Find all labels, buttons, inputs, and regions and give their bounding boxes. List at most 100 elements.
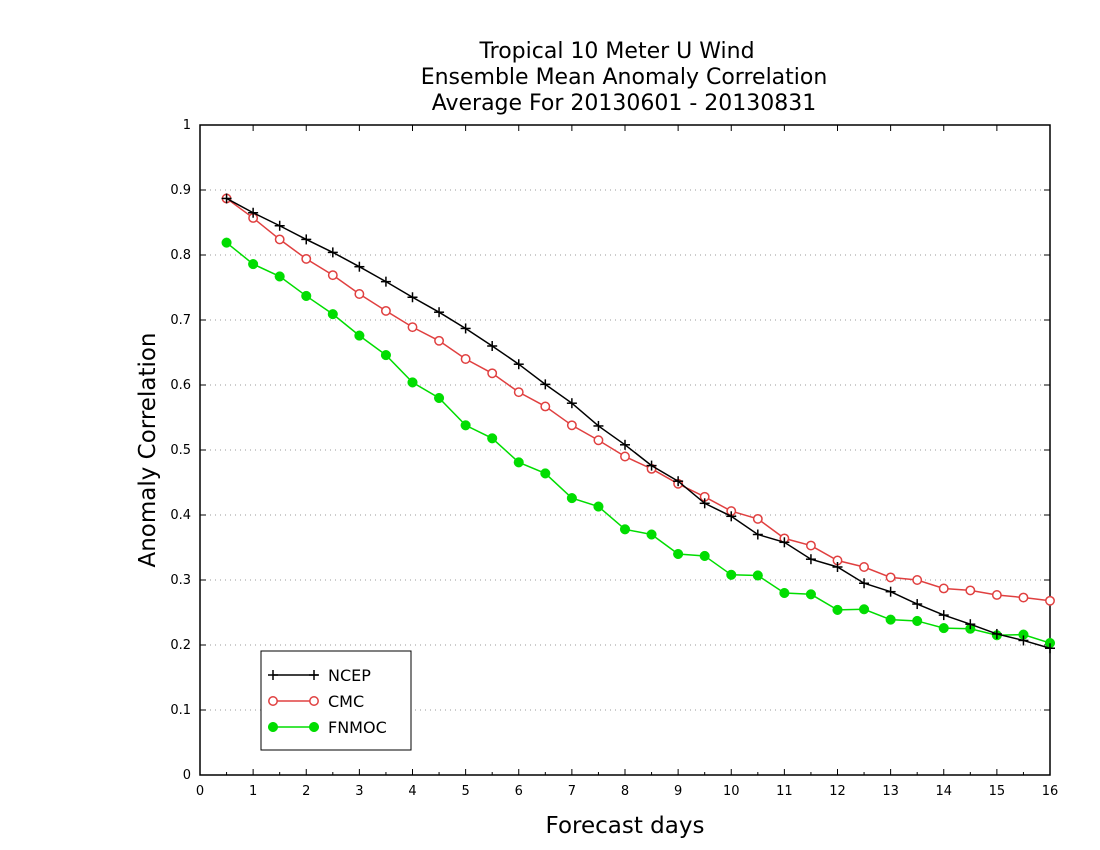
point-fnmoc <box>699 550 710 562</box>
point-ncep <box>513 359 524 370</box>
point-cmc <box>354 289 365 299</box>
point-cmc <box>885 572 896 583</box>
x-tick-label: 14 <box>935 784 952 799</box>
legend-label: CMC <box>328 692 364 711</box>
y-axis: 0 0.1 0.2 0.3 0.4 0.5 0.6 0.7 0.8 0.9 1 <box>170 118 1050 783</box>
y-tick-label: 0.5 <box>170 443 191 458</box>
point-cmc <box>327 270 338 281</box>
y-axis-label: Anomaly Correlation <box>135 332 161 567</box>
point-cmc <box>566 420 577 431</box>
y-tick-label: 0.8 <box>170 248 191 263</box>
y-tick-label: 0.3 <box>170 573 191 588</box>
point-fnmoc <box>354 330 365 341</box>
y-tick-label: 0.7 <box>170 313 191 328</box>
point-fnmoc <box>859 604 870 615</box>
point-ncep <box>1045 643 1055 654</box>
point-fnmoc <box>885 614 896 625</box>
point-ncep <box>912 599 923 610</box>
x-tick-label: 11 <box>776 784 793 799</box>
legend-item-cmc: CMC <box>268 692 364 711</box>
point-cmc <box>487 368 498 379</box>
point-ncep <box>301 234 312 245</box>
point-cmc <box>991 590 1002 600</box>
series-line-cmc <box>226 197 1051 602</box>
point-cmc <box>1018 592 1029 603</box>
point-ncep <box>726 511 737 522</box>
point-fnmoc <box>407 377 418 388</box>
point-ncep <box>938 610 949 621</box>
point-cmc <box>620 451 630 462</box>
legend-item-fnmoc: FNMOC <box>267 718 387 737</box>
point-ncep <box>805 554 816 565</box>
legend-item-ncep: NCEP <box>268 666 371 685</box>
x-tick-label: 3 <box>355 784 363 799</box>
x-tick-label: 2 <box>302 784 310 799</box>
point-ncep <box>752 529 763 540</box>
y-tick-label: 0.1 <box>170 703 191 718</box>
grid <box>200 189 1050 711</box>
point-fnmoc <box>938 623 949 634</box>
x-tick-label: 12 <box>829 784 846 799</box>
legend-marker <box>309 670 319 680</box>
x-tick-label: 1 <box>249 784 257 799</box>
x-tick-label: 0 <box>196 784 204 799</box>
point-ncep <box>779 537 790 548</box>
point-ncep <box>540 379 551 390</box>
series-ncep <box>221 193 1055 654</box>
point-fnmoc <box>912 615 923 627</box>
point-cmc <box>380 305 391 316</box>
point-cmc <box>752 513 763 524</box>
point-fnmoc <box>460 420 471 431</box>
legend-marker <box>268 670 278 680</box>
series-layer <box>221 193 1056 654</box>
point-fnmoc <box>301 290 312 302</box>
point-fnmoc <box>221 237 232 248</box>
point-ncep <box>620 439 630 450</box>
legend-label: FNMOC <box>328 718 387 737</box>
x-axis-label: Forecast days <box>546 813 705 839</box>
point-cmc <box>805 540 816 551</box>
point-fnmoc <box>593 501 604 512</box>
title-line-2: Ensemble Mean Anomaly Correlation <box>421 65 828 90</box>
title-line-1: Tropical 10 Meter U Wind <box>478 39 754 64</box>
point-ncep <box>832 562 843 572</box>
x-tick-label: 8 <box>621 784 629 799</box>
point-fnmoc <box>513 457 524 468</box>
point-cmc <box>540 401 551 412</box>
point-ncep <box>646 460 657 471</box>
title-line-3: Average For 20130601 - 20130831 <box>432 91 817 116</box>
legend-label: NCEP <box>328 666 371 685</box>
point-cmc <box>434 335 445 346</box>
point-ncep <box>1018 635 1029 646</box>
legend-marker <box>309 696 319 706</box>
point-ncep <box>460 323 471 334</box>
point-ncep <box>965 619 976 630</box>
point-fnmoc <box>487 433 498 444</box>
point-ncep <box>859 578 870 589</box>
y-tick-label: 1 <box>183 118 191 133</box>
y-tick-label: 0.9 <box>170 183 191 198</box>
point-ncep <box>487 341 498 351</box>
point-fnmoc <box>673 548 684 560</box>
point-cmc <box>460 354 471 364</box>
point-fnmoc <box>566 493 577 504</box>
chart-title: Tropical 10 Meter U Wind Ensemble Mean A… <box>421 39 828 116</box>
x-tick-label: 15 <box>989 784 1006 799</box>
x-tick-label: 9 <box>674 784 682 799</box>
point-cmc <box>593 435 604 446</box>
point-ncep <box>434 307 445 318</box>
point-ncep <box>593 420 604 431</box>
point-cmc <box>274 234 285 245</box>
point-ncep <box>248 207 259 218</box>
y-tick-label: 0.2 <box>170 638 191 653</box>
x-axis: 0 1 2 3 4 5 6 7 8 9 10 11 12 13 14 15 16 <box>196 125 1058 799</box>
y-tick-label: 0 <box>183 768 191 783</box>
point-fnmoc <box>726 569 737 580</box>
series-fnmoc <box>221 237 1056 649</box>
point-fnmoc <box>619 524 631 535</box>
point-cmc <box>301 253 312 264</box>
point-fnmoc <box>779 587 790 599</box>
point-ncep <box>274 220 285 231</box>
point-ncep <box>991 628 1002 639</box>
point-ncep <box>221 193 232 204</box>
